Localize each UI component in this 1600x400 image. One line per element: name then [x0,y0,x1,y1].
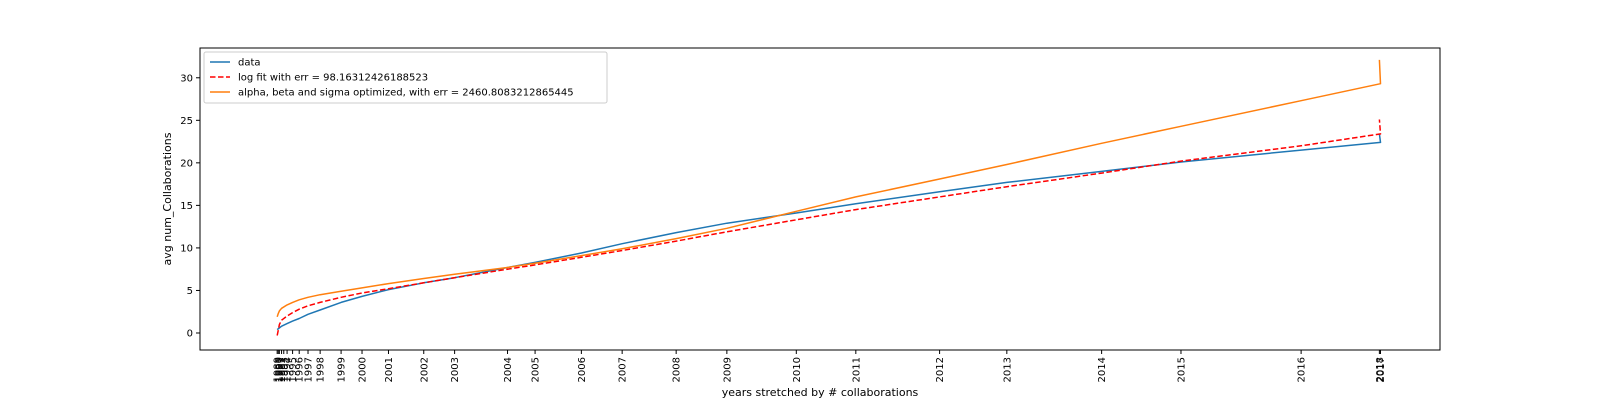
x-tick-label: 2006 [577,357,588,382]
x-tick-label: 2017 [1376,357,1387,382]
axes-frame [199,47,1441,351]
y-tick-label: 5 [187,286,193,297]
x-tick-label: 2011 [851,357,862,382]
legend: data log fit with err = 98.16312426188523… [203,51,608,104]
legend-entry: alpha, beta and sigma optimized, with er… [238,88,574,99]
series-line-2 [276,59,1382,318]
x-tick-label: 1990 [274,357,285,382]
series-layer [276,59,1382,336]
x-tick-label: 1995 [288,357,299,382]
x-tick-label: 2014 [1097,357,1108,382]
x-tick-label: 1994 [283,357,294,382]
x-tick-label: 2001 [384,357,395,382]
x-tick-label: 1993 [279,357,290,382]
x-tick-label: 2009 [722,357,733,382]
series-line-0 [276,133,1382,331]
x-tick-label: 2005 [531,357,542,382]
x-tick-label: 2008 [672,357,683,382]
x-tick-label: 2015 [1176,357,1187,382]
x-tick-label: 1998 [316,357,327,382]
x-tick-label: 2002 [419,357,430,382]
y-axis: 0 5 10 15 20 25 30 [180,73,200,339]
x-tick-label: 1991 [275,357,286,382]
legend-entry: log fit with err = 98.16312426188523 [238,73,428,84]
y-tick-label: 20 [180,158,193,169]
series-line-1 [276,119,1382,336]
y-axis-label: avg num_Collaborations [161,132,174,265]
y-tick-label: 25 [180,116,193,127]
x-tick-label: 2004 [503,357,514,382]
x-tick-label: 2007 [618,357,629,382]
x-tick-label: 1999 [337,357,348,382]
x-tick-label: 1989 [273,357,284,382]
y-tick-label: 30 [180,73,193,84]
legend-box [203,51,608,104]
x-tick-label: 2010 [792,357,803,382]
x-axis-label: years stretched by # collaborations [722,386,919,399]
y-tick-label: 10 [180,243,193,254]
x-tick-label: 2013 [1002,357,1013,382]
x-tick-label: 1996 [295,357,306,382]
y-tick-label: 15 [180,201,193,212]
x-tick-label: 2016 [1297,357,1308,382]
x-tick-label: 2012 [935,357,946,382]
legend-entry: data [238,58,261,69]
y-tick-label: 0 [187,328,193,339]
x-tick-label: 2000 [358,357,369,382]
x-tick-label: 1997 [304,357,315,382]
x-tick-label: 1992 [277,357,288,382]
x-tick-label: 2018 [1375,357,1386,382]
x-tick-label: 2003 [450,357,461,382]
